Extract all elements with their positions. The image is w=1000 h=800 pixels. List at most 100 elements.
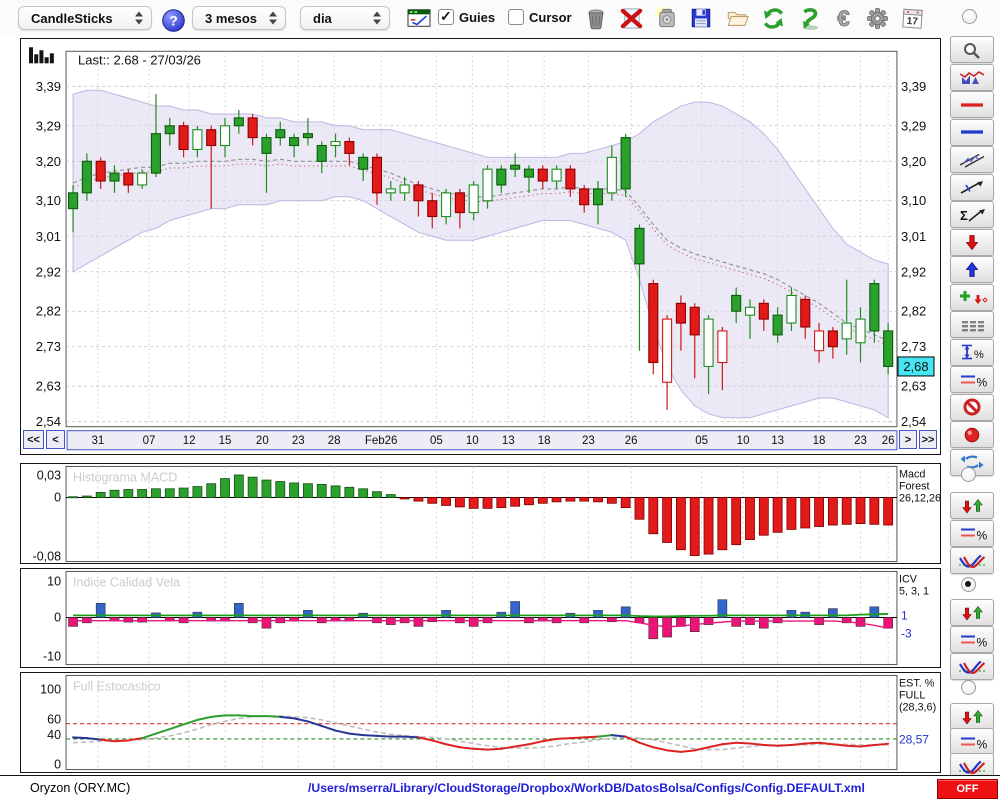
save-button[interactable] — [688, 5, 714, 31]
trend-line-icon — [960, 181, 983, 194]
svg-text:Last:: 2.68 - 27/03/26: Last:: 2.68 - 27/03/26 — [78, 52, 201, 67]
icv-indicator-curves-button[interactable] — [950, 653, 994, 680]
disable-icon — [963, 398, 981, 416]
channel-button[interactable] — [950, 146, 994, 173]
svg-text:10: 10 — [47, 574, 61, 588]
scroll-right-button[interactable]: > — [899, 430, 917, 449]
svg-text:Σ: Σ — [960, 208, 968, 223]
refresh-button[interactable] — [760, 5, 786, 31]
euro-button[interactable]: € — [830, 5, 856, 31]
open-folder-button[interactable] — [724, 5, 750, 31]
chart-type-value: CandleSticks — [31, 10, 113, 26]
svg-text:31: 31 — [92, 435, 105, 447]
cursor-label: Cursor — [529, 10, 572, 25]
record-icon — [964, 427, 980, 442]
stoch-signal-arrows-button[interactable] — [950, 703, 994, 730]
cursor-checkbox[interactable]: ✓ — [508, 9, 524, 25]
panel-radio-stoch[interactable] — [961, 680, 976, 695]
svg-text:23: 23 — [582, 435, 595, 447]
svg-text:100: 100 — [40, 682, 61, 696]
macd-panel: Histograma MACD 0,03 0 -0,08 Macd Forest 26,12… — [20, 463, 941, 564]
sync-icon — [802, 7, 818, 30]
calendar-button[interactable]: 17 — [899, 5, 925, 31]
zoom-button[interactable] — [950, 36, 994, 63]
svg-text:2,63: 2,63 — [901, 379, 926, 394]
scroll-fast-right-button[interactable]: >> — [919, 430, 937, 449]
macd-percent-lines-button[interactable]: % — [950, 519, 994, 547]
svg-text:-3: -3 — [901, 627, 912, 641]
svg-text:23: 23 — [292, 435, 305, 447]
main-chart-svg[interactable]: 3,39 3,39 3,29 3,29 3,20 3,20 3,10 3,10 3,01 3,01… — [21, 39, 940, 454]
save-icon — [691, 8, 711, 28]
chart-config-icon — [407, 9, 431, 27]
record-button[interactable] — [950, 421, 994, 448]
sum-trend-icon: Σ — [960, 208, 985, 223]
icv-percent-lines-button[interactable]: % — [950, 626, 994, 653]
data-table-icon — [962, 320, 984, 331]
delete-red-x-button[interactable] — [618, 5, 644, 31]
vertical-percent-button[interactable]: % — [950, 338, 994, 366]
panel-radio-macd[interactable] — [961, 467, 976, 482]
svg-text:10: 10 — [466, 435, 479, 447]
svg-text:23: 23 — [854, 435, 867, 447]
off-button[interactable]: OFF — [937, 779, 998, 799]
macd-indicator-curves-button[interactable] — [950, 547, 994, 574]
trend-line-button[interactable] — [950, 173, 994, 201]
svg-text:10: 10 — [737, 435, 750, 447]
sum-trend-button[interactable]: Σ — [950, 201, 994, 228]
macd-svg[interactable]: Histograma MACD 0,03 0 -0,08 MacdForest26,12… — [21, 464, 940, 563]
red-horizontal-line-button[interactable] — [950, 91, 994, 118]
percent-lines-button[interactable]: % — [950, 366, 994, 393]
blue-up-arrow-button[interactable] — [950, 256, 994, 283]
svg-text:2,82: 2,82 — [36, 304, 61, 319]
price-volume-chart-icon — [959, 71, 985, 84]
add-markers-button[interactable] — [950, 283, 994, 311]
svg-text:?: ? — [169, 12, 178, 28]
data-table-button[interactable] — [950, 311, 994, 338]
snapshot-button[interactable] — [653, 5, 679, 31]
disable-button[interactable] — [950, 393, 994, 421]
svg-text:2,63: 2,63 — [36, 379, 61, 394]
trash-button[interactable] — [583, 5, 609, 31]
stoch-k-line — [72, 714, 890, 753]
blue-horizontal-line-button[interactable] — [950, 118, 994, 146]
svg-text:26: 26 — [625, 435, 638, 447]
svg-text:3,01: 3,01 — [36, 229, 61, 244]
svg-text:1: 1 — [901, 609, 908, 623]
svg-text:26,12,26: 26,12,26 — [899, 492, 940, 504]
panel-radio-icv[interactable] — [961, 577, 976, 592]
chart-config-button[interactable] — [406, 5, 432, 31]
chart-type-select[interactable]: CandleSticks — [18, 6, 152, 30]
period-select[interactable]: 3 mesos — [192, 6, 286, 30]
top-right-radio[interactable] — [962, 9, 977, 24]
svg-text:13: 13 — [771, 435, 784, 447]
icv-signal-arrows-button[interactable] — [950, 599, 994, 626]
macd-signal-arrows-button[interactable] — [950, 492, 994, 519]
sync-button[interactable] — [796, 5, 822, 31]
svg-text:3,20: 3,20 — [901, 154, 926, 169]
trash-icon — [588, 8, 604, 29]
svg-text:3,39: 3,39 — [901, 79, 926, 94]
help-button[interactable]: ? — [160, 7, 186, 33]
blue-horizontal-line-icon — [961, 130, 983, 134]
settings-button[interactable] — [864, 5, 890, 31]
channel-icon — [959, 153, 985, 168]
svg-text:28: 28 — [328, 435, 341, 447]
stoch-percent-lines-button[interactable]: % — [950, 728, 994, 755]
bollinger-band — [72, 89, 889, 419]
add-markers-icon — [960, 291, 988, 304]
scroll-left-button[interactable]: < — [46, 430, 65, 449]
red-down-arrow-button[interactable] — [950, 228, 994, 256]
stoch-signal-arrows-icon — [962, 709, 983, 724]
svg-text:05: 05 — [430, 435, 443, 447]
calendar-icon: 17 — [901, 8, 923, 29]
scroll-fast-left-button[interactable]: << — [23, 430, 44, 449]
price-volume-chart-button[interactable] — [950, 63, 994, 91]
guies-checkbox[interactable]: ✓ — [438, 9, 454, 25]
refresh-icon — [763, 7, 783, 29]
interval-select[interactable]: dia — [300, 6, 390, 30]
config-path-link[interactable]: /Users/mserra/Library/CloudStorage/Dropb… — [308, 781, 865, 795]
